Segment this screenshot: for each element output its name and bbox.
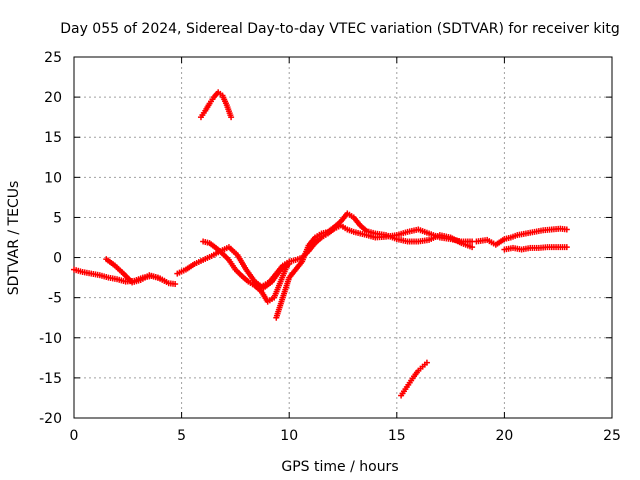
data-point — [423, 359, 430, 366]
series-main-track-f — [273, 210, 476, 321]
series-outlier-high — [197, 89, 235, 121]
data-point — [228, 114, 235, 121]
x-tick-label: 0 — [70, 428, 79, 444]
grid-lines — [74, 57, 612, 418]
axis-ticks — [73, 56, 613, 419]
y-tick-label: 0 — [53, 251, 62, 267]
y-tick-label: 15 — [44, 130, 62, 146]
y-axis-label: SDTVAR / TECUs — [6, 181, 22, 296]
y-tick-label: -20 — [39, 411, 62, 427]
data-point — [563, 226, 570, 233]
y-tick-label: 5 — [53, 210, 62, 226]
x-axis-label: GPS time / hours — [281, 459, 398, 475]
x-tick-label: 25 — [603, 428, 621, 444]
series-main-track-g — [473, 225, 570, 248]
x-tick-label: 10 — [280, 428, 298, 444]
y-tick-label: 20 — [44, 90, 62, 106]
y-tick-label: 10 — [44, 170, 62, 186]
series-outlier-low — [398, 359, 430, 399]
data-point — [563, 244, 570, 251]
data-point — [161, 277, 168, 284]
plot-frame — [73, 56, 613, 419]
data-points — [71, 89, 570, 399]
chart-title: Day 055 of 2024, Sidereal Day-to-day VTE… — [60, 21, 620, 37]
data-point — [172, 281, 179, 288]
series-main-track-b — [103, 256, 168, 286]
series-main-track-h — [501, 244, 570, 253]
data-point — [469, 244, 476, 251]
y-tick-label: -5 — [48, 291, 62, 307]
y-tick-label: -15 — [39, 371, 62, 387]
x-tick-labels: 0 5 10 15 20 25 — [70, 428, 621, 444]
x-tick-label: 5 — [177, 428, 186, 444]
y-tick-label: -10 — [39, 331, 62, 347]
y-tick-label: 25 — [44, 50, 62, 66]
x-tick-label: 20 — [495, 428, 513, 444]
x-tick-label: 15 — [388, 428, 406, 444]
y-tick-labels: -20 -15 -10 -5 0 5 10 15 20 25 — [39, 50, 62, 427]
